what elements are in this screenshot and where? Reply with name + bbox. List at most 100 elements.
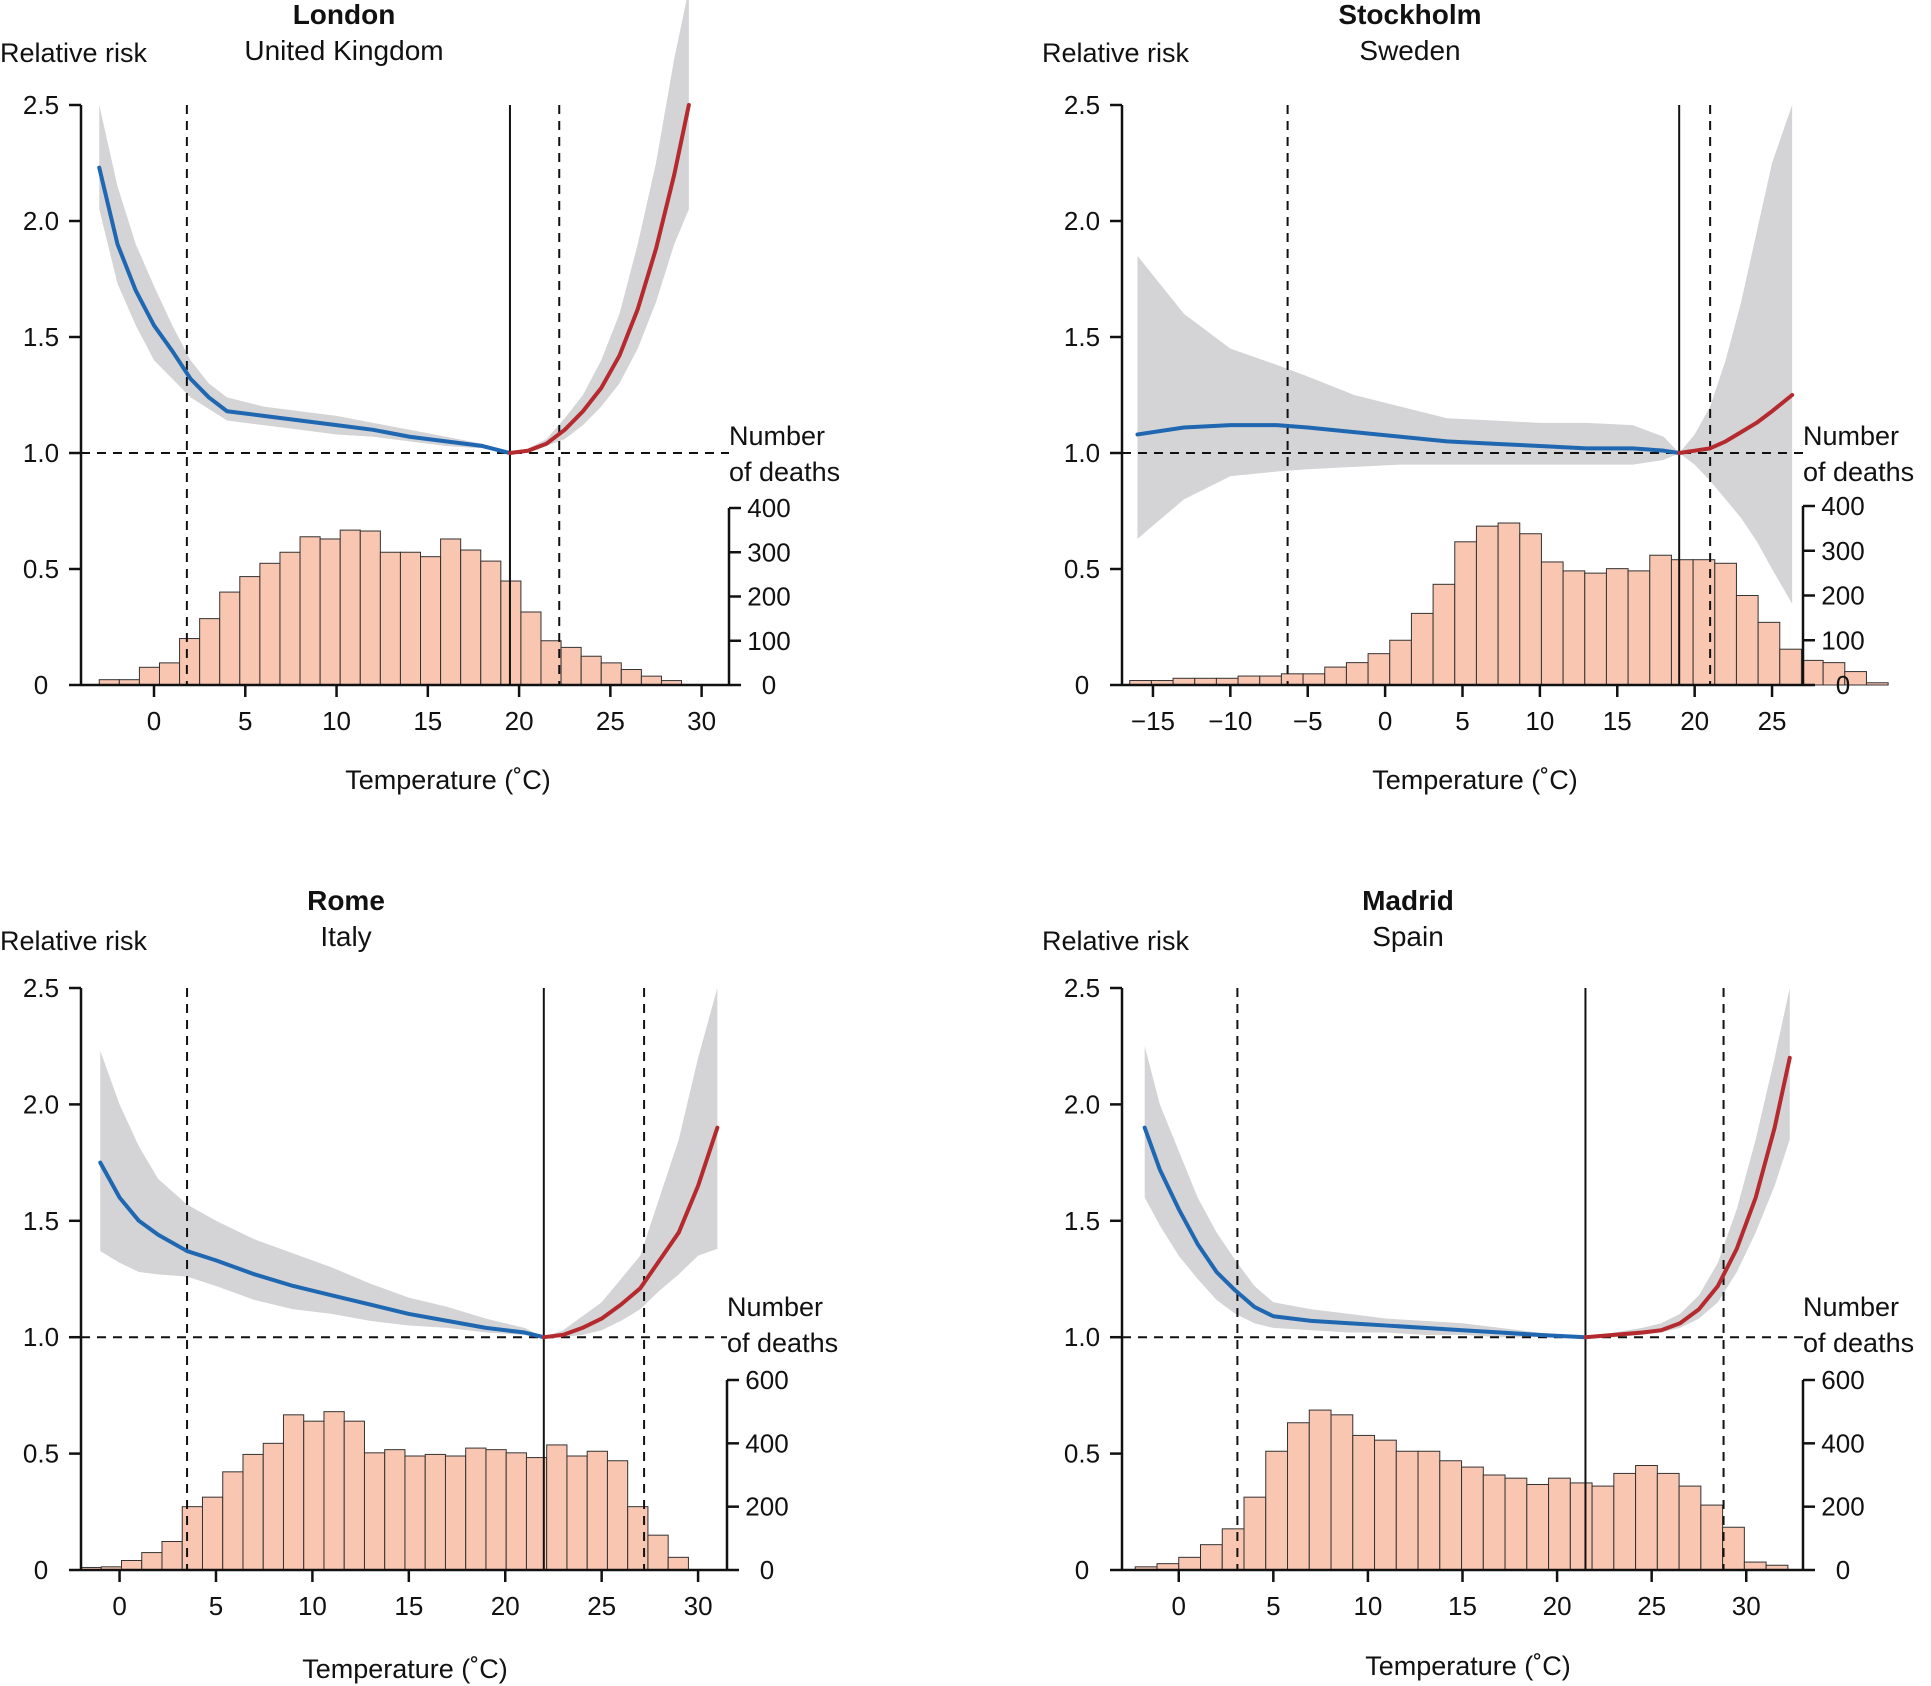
x-tick-label: 5 xyxy=(238,706,252,736)
histogram-bar xyxy=(384,1449,406,1571)
histogram-bar xyxy=(1367,653,1391,686)
cold-risk-curve xyxy=(97,165,512,455)
panel-subtitle: United Kingdom xyxy=(244,35,443,66)
histogram-bar xyxy=(505,1452,527,1571)
heat-confidence-band xyxy=(509,0,689,453)
histogram-bar xyxy=(239,576,261,686)
histogram-bar xyxy=(580,655,602,686)
histogram-bar xyxy=(262,1442,284,1571)
histogram-bar xyxy=(1475,525,1499,686)
histogram-bar xyxy=(1259,675,1282,686)
heat-risk-curve xyxy=(541,1125,720,1340)
x-tick-label: 20 xyxy=(505,706,534,736)
heat-risk-curve xyxy=(507,103,691,455)
y-tick-label: 1.0 xyxy=(23,438,59,468)
cold-risk-curve xyxy=(98,1160,546,1340)
x-tick-label: 15 xyxy=(394,1591,423,1621)
y-tick-label: 1.5 xyxy=(23,322,59,352)
histogram-bar xyxy=(1584,572,1607,686)
panel-subtitle: Italy xyxy=(320,921,371,952)
x-tick-label: 15 xyxy=(413,706,442,736)
histogram-bar xyxy=(319,538,341,686)
histogram-bar xyxy=(1700,1504,1724,1571)
y-tick-label: 1.0 xyxy=(1064,438,1100,468)
y2-tick-label: 400 xyxy=(747,493,790,523)
y2-tick-label: 200 xyxy=(1821,1492,1864,1522)
histogram-bar xyxy=(647,1534,669,1571)
y-axis-label: Relative risk xyxy=(0,926,148,956)
histogram-bar xyxy=(586,1450,608,1571)
histogram-bar xyxy=(440,538,462,686)
histogram-bar xyxy=(560,646,582,686)
histogram-bar xyxy=(1562,570,1586,686)
histogram-bar xyxy=(1649,554,1672,686)
histogram-bar xyxy=(1670,559,1694,686)
histogram-bar xyxy=(460,549,482,686)
histogram-bar xyxy=(1330,1414,1354,1571)
histogram-bar xyxy=(299,536,321,686)
histogram-bar xyxy=(404,1455,426,1571)
histogram-bar xyxy=(1280,673,1304,686)
panel-stockholm: Stockholm Sweden Relative risk Number of… xyxy=(1042,0,1914,795)
y-tick-label: 2.5 xyxy=(1064,90,1100,120)
y2-tick-label: 0 xyxy=(1836,1555,1850,1585)
histogram-bar xyxy=(1439,1460,1463,1571)
y-axis-label: Relative risk xyxy=(0,38,148,68)
y-tick-label: 0.5 xyxy=(1064,1439,1100,1469)
histogram-bar xyxy=(424,1453,446,1571)
histogram-bar xyxy=(1410,612,1434,686)
y2-tick-label: 0 xyxy=(1836,670,1850,700)
panel-title: London xyxy=(293,0,396,30)
x-tick-label: 25 xyxy=(596,706,625,736)
y-tick-label: 0.5 xyxy=(1064,554,1100,584)
x-tick-label: 15 xyxy=(1448,1591,1477,1621)
histogram-bar xyxy=(640,675,662,686)
cold-confidence-band xyxy=(1137,255,1680,539)
x-tick-label: 10 xyxy=(298,1591,327,1621)
y-tick-label: 0 xyxy=(34,1555,48,1585)
x-tick-label: 10 xyxy=(1353,1591,1382,1621)
x-axis-label: Temperature (˚C) xyxy=(345,765,551,795)
histogram-bar xyxy=(1432,583,1456,686)
panel-subtitle: Sweden xyxy=(1359,35,1460,66)
histogram-bar xyxy=(606,1460,629,1571)
histogram-bar xyxy=(1454,541,1477,686)
histogram-bar xyxy=(343,1420,365,1571)
y2-axis-label-line1: Number xyxy=(1803,421,1899,451)
histogram-bar xyxy=(359,530,381,686)
histogram-bar xyxy=(1504,1477,1528,1571)
y-tick-label: 1.5 xyxy=(1064,322,1100,352)
panel-title: Madrid xyxy=(1362,885,1454,916)
histogram-bar xyxy=(1461,1466,1484,1571)
x-tick-label: −10 xyxy=(1208,706,1252,736)
histogram-bar xyxy=(1635,1465,1658,1571)
y-tick-label: 0.5 xyxy=(23,1439,59,1469)
histogram-bar xyxy=(138,666,160,686)
y2-tick-label: 300 xyxy=(1821,536,1864,566)
y2-axis-label-line2: of deaths xyxy=(727,1328,838,1358)
plot-area: 0 0.5 1.0 1.5 2.0 2.5 0 100 200 300 400 0 5 10 15 20 25 3… xyxy=(23,0,791,736)
x-tick-label: 0 xyxy=(1172,1591,1186,1621)
y2-tick-label: 200 xyxy=(1821,581,1864,611)
histogram-bar xyxy=(120,1560,143,1571)
histogram-bar xyxy=(1324,666,1347,686)
histogram-bar xyxy=(1844,671,1867,686)
histogram-bar xyxy=(259,562,281,686)
x-tick-label: 25 xyxy=(587,1591,616,1621)
x-tick-label: −15 xyxy=(1131,706,1175,736)
histogram-bar xyxy=(1548,1477,1571,1571)
histogram-bar xyxy=(201,1496,224,1571)
histogram-bar xyxy=(242,1453,264,1571)
histogram-bar xyxy=(1800,659,1824,686)
histogram-bar xyxy=(444,1455,467,1571)
histogram-bar xyxy=(1395,1450,1419,1571)
histogram-bar xyxy=(1591,1485,1615,1571)
x-tick-label: −5 xyxy=(1293,706,1323,736)
x-tick-label: 20 xyxy=(491,1591,520,1621)
histogram-bar xyxy=(1678,1485,1702,1571)
histogram-bar xyxy=(600,662,622,686)
histogram-bar xyxy=(1389,639,1412,686)
histogram-bar xyxy=(1265,1450,1289,1571)
x-axis-label: Temperature (˚C) xyxy=(1372,765,1578,795)
